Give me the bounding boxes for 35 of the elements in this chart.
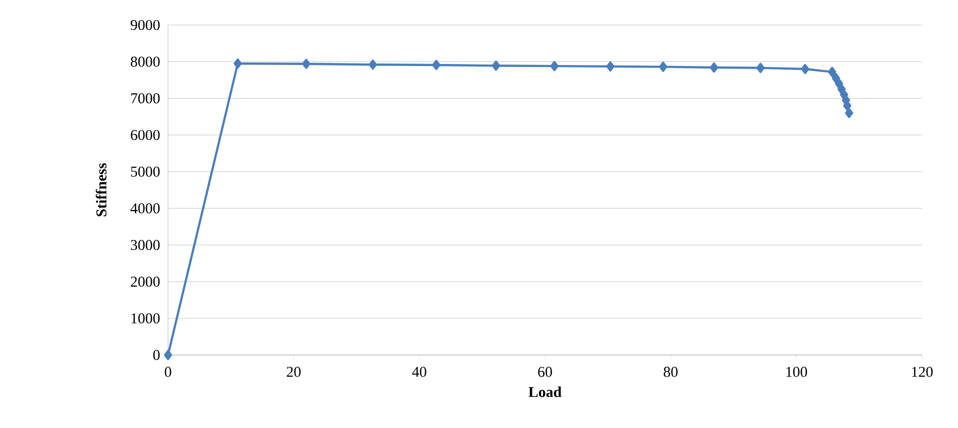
y-tick-label: 5000 [131,166,160,177]
x-tick-label: 60 [538,366,552,377]
y-tick-label: 1000 [132,313,160,324]
point [843,100,852,111]
y-tick-label: 2000 [130,276,160,287]
y-axis-title: Stiffness [96,163,106,216]
point [302,58,310,69]
point [832,73,840,84]
x-tick-label: 100 [786,366,808,377]
point [234,58,242,69]
point [659,62,668,72]
x-tick-label: 120 [912,366,933,377]
y-tick-label: 0 [153,350,160,360]
x-tick-label: 80 [664,366,678,377]
y-tick-label: 4000 [130,203,160,214]
point [492,60,500,71]
y-tick-label: 3000 [130,240,160,250]
x-tick-label: 0 [164,366,172,377]
y-tick-label: 6000 [130,130,160,140]
x-axis-title: Load [528,386,562,398]
x-tick-label: 20 [286,366,301,377]
point [845,108,854,118]
point [756,62,765,74]
point [164,350,172,360]
point [550,60,559,72]
point [710,62,718,73]
point [368,60,377,70]
x-tick-label: 40 [412,366,426,377]
y-tick-label: 8000 [130,56,160,67]
point [828,66,836,78]
point [606,61,614,72]
point [801,64,810,74]
point [432,60,440,70]
y-tick-label: 7000 [131,93,160,104]
y-tick-label: 9000 [130,20,160,30]
